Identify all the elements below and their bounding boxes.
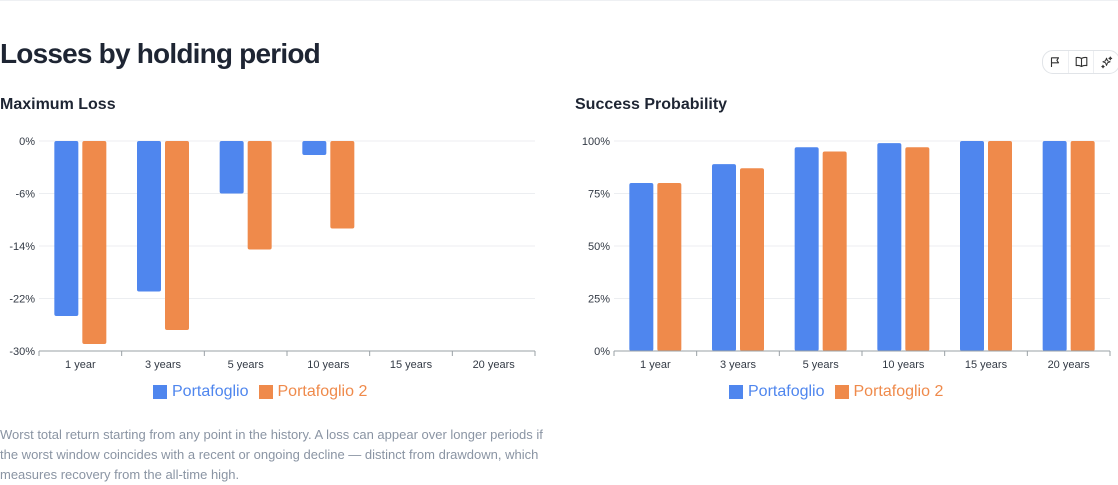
y-tick-label: 0% (594, 346, 610, 358)
bar-portafoglio-2-10-years[interactable] (905, 147, 930, 351)
flag-button[interactable] (1043, 51, 1068, 73)
y-tick-label: -6% (15, 189, 35, 201)
bar-portafoglio-15-years[interactable] (960, 141, 984, 351)
bar-portafoglio-3-years[interactable] (712, 164, 736, 351)
bar-portafoglio-1-year[interactable] (54, 141, 79, 316)
bar-portafoglio-3-years[interactable] (137, 141, 161, 292)
legend-swatch (258, 385, 273, 399)
x-tick-label: 15 years (965, 359, 1008, 371)
legend-label: Portafoglio 2 (277, 383, 368, 400)
bar-portafoglio-2-15-years[interactable] (988, 141, 1012, 351)
x-tick-label: 1 year (65, 359, 96, 371)
bar-portafoglio-5-years[interactable] (219, 141, 244, 194)
flag-icon (1051, 57, 1060, 67)
x-tick-label: 20 years (1048, 359, 1091, 371)
legend-item-portafoglio[interactable]: Portafoglio (153, 383, 249, 401)
ai-insight-button[interactable] (1093, 51, 1118, 73)
bar-portafoglio-10-years[interactable] (877, 143, 902, 351)
y-tick-label: 75% (588, 189, 610, 201)
legend-label: Portafoglio (748, 383, 825, 400)
bar-portafoglio-2-1-year[interactable] (82, 141, 107, 344)
x-tick-label: 3 years (145, 359, 182, 371)
x-tick-label: 1 year (640, 359, 671, 371)
chart-toolbar (1042, 50, 1118, 74)
bar-portafoglio-2-1-year[interactable] (657, 183, 682, 351)
sparkle-icon (1101, 56, 1113, 68)
legend-item-portafoglio-2[interactable]: Portafoglio 2 (834, 383, 944, 401)
x-tick-label: 5 years (803, 359, 840, 371)
x-tick-label: 5 years (228, 359, 265, 371)
x-tick-label: 10 years (882, 359, 925, 371)
y-tick-label: 50% (588, 241, 610, 253)
legend-swatch (834, 385, 849, 399)
chart-title-maximum-loss: Maximum Loss (0, 96, 116, 113)
legend-label: Portafoglio 2 (853, 383, 944, 400)
y-tick-label: 25% (588, 294, 610, 306)
y-tick-label: 100% (582, 136, 610, 148)
maximum-loss-legend: Portafoglio Portafoglio 2 (153, 383, 377, 401)
y-tick-label: -30% (9, 346, 35, 358)
chart-description: Worst total return starting from any poi… (0, 427, 543, 482)
maximum-loss-chart: 0% -6% -14% -22% -30% 1 year 3 years 5 years 10 … (9, 136, 536, 371)
legend-item-portafoglio-2[interactable]: Portafoglio 2 (258, 383, 368, 401)
y-tick-label: 0% (19, 136, 35, 148)
book-button[interactable] (1067, 51, 1094, 73)
page-title: Losses by holding period (0, 38, 321, 69)
x-tick-label: 15 years (390, 359, 433, 371)
legend-swatch (729, 385, 743, 399)
x-tick-label: 3 years (720, 359, 757, 371)
book-icon (1075, 56, 1087, 68)
bar-portafoglio-20-years[interactable] (1042, 141, 1067, 351)
chart-title-success-probability: Success Probability (575, 96, 728, 113)
y-tick-label: -22% (9, 294, 35, 306)
top-divider (0, 0, 1118, 1)
bar-portafoglio-2-10-years[interactable] (330, 141, 355, 229)
bar-portafoglio-5-years[interactable] (794, 147, 819, 351)
y-tick-label: -14% (9, 241, 35, 253)
bar-portafoglio-2-20-years[interactable] (1070, 141, 1095, 351)
bar-portafoglio-2-3-years[interactable] (165, 141, 189, 330)
success-probability-chart: 100% 75% 50% 25% 0% 1 year 3 years 5 years 10 ye… (582, 136, 1111, 371)
bar-portafoglio-2-3-years[interactable] (740, 168, 764, 351)
bar-portafoglio-1-year[interactable] (629, 183, 654, 351)
x-tick-label: 10 years (307, 359, 350, 371)
x-tick-label: 20 years (473, 359, 516, 371)
legend-label: Portafoglio (172, 383, 249, 400)
success-probability-legend: Portafoglio Portafoglio 2 (729, 383, 953, 401)
bar-portafoglio-10-years[interactable] (302, 141, 327, 155)
bar-portafoglio-2-5-years[interactable] (822, 151, 847, 352)
legend-swatch (153, 385, 167, 399)
legend-item-portafoglio[interactable]: Portafoglio (729, 383, 825, 401)
bar-portafoglio-2-5-years[interactable] (247, 141, 272, 250)
